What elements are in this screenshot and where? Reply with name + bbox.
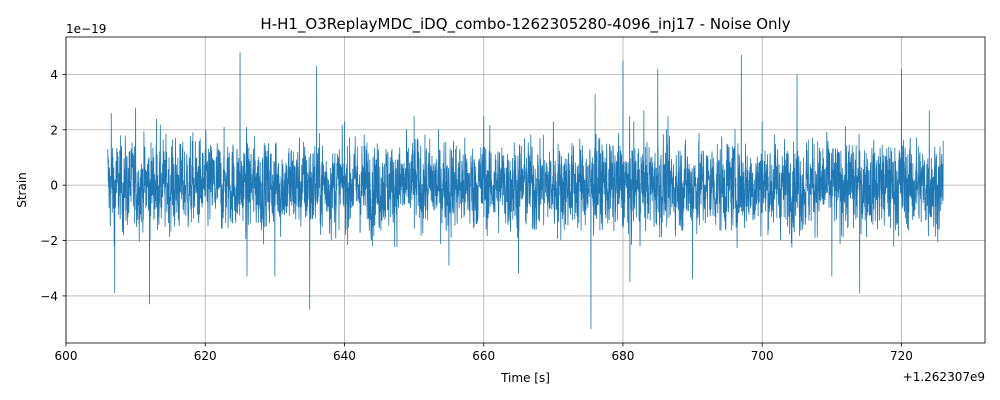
- y-axis-ticks: −4 −2 0 2 4: [40, 68, 66, 303]
- x-axis-offset-label: +1.262307e9: [903, 370, 985, 384]
- x-axis-ticks: 600 620 640 660 680 700 720: [55, 343, 913, 363]
- x-tick-label: 680: [612, 349, 635, 363]
- chart-title: H-H1_O3ReplayMDC_iDQ_combo-1262305280-40…: [260, 15, 790, 34]
- y-tick-label: 0: [50, 179, 58, 193]
- x-tick-label: 700: [751, 349, 774, 363]
- x-tick-label: 660: [472, 349, 495, 363]
- y-tick-label: −4: [40, 289, 58, 303]
- y-axis-exponent-label: 1e−19: [66, 22, 106, 36]
- x-axis-label: Time [s]: [500, 371, 550, 385]
- plot-area: [107, 52, 944, 330]
- y-tick-label: −2: [40, 234, 58, 248]
- y-axis-label: Strain: [15, 172, 29, 208]
- x-tick-label: 640: [333, 349, 356, 363]
- strain-series-line: [107, 52, 944, 330]
- y-tick-label: 4: [50, 68, 58, 82]
- x-tick-label: 720: [890, 349, 913, 363]
- axes-frame: [65, 36, 986, 344]
- x-tick-label: 620: [194, 349, 217, 363]
- y-tick-label: 2: [50, 123, 58, 137]
- x-tick-label: 600: [55, 349, 78, 363]
